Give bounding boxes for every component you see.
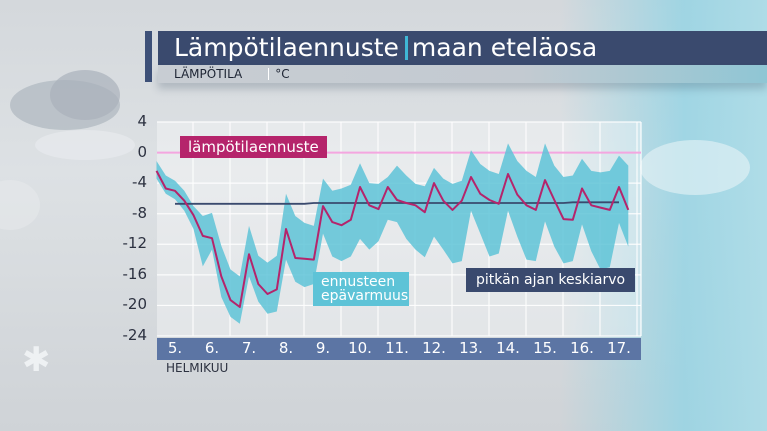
title-separator	[404, 36, 408, 60]
title-main: Lämpötilaennuste	[174, 33, 399, 62]
subtitle-quantity: LÄMPÖTILA	[174, 67, 243, 81]
legend-forecast: lämpötilaennuste	[180, 136, 327, 158]
title-region: maan eteläosa	[411, 33, 598, 62]
y-tick-label: -4	[132, 173, 147, 192]
y-tick-label: -16	[122, 264, 148, 283]
chart-title: Lämpötilaennuste maan eteläosa	[158, 31, 767, 65]
title-accent-block	[145, 31, 152, 82]
y-tick-label: -8	[132, 203, 147, 222]
x-tick-label: 14.	[496, 339, 520, 357]
x-tick-label: 13.	[459, 339, 483, 357]
cloud-decoration	[50, 70, 120, 120]
x-tick-label: 16.	[570, 339, 594, 357]
subtitle-unit: °C	[275, 67, 290, 81]
x-tick-label: 5.	[167, 339, 183, 357]
x-tick-label: 17.	[607, 339, 631, 357]
snowflake-logo-icon: ✱	[22, 340, 51, 380]
y-tick-label: 4	[137, 112, 147, 130]
y-tick-label: -20	[122, 295, 148, 314]
y-tick-label: -12	[122, 234, 148, 253]
x-tick-label: 15.	[533, 339, 557, 357]
x-tick-label: 6.	[204, 339, 220, 357]
forecast-line	[155, 170, 630, 308]
uncertainty-band	[156, 143, 629, 324]
long-term-mean-line	[175, 201, 619, 205]
y-tick-label: 0	[137, 142, 147, 161]
x-tick-label: 10.	[348, 339, 372, 357]
y-tick-label: -24	[122, 326, 148, 344]
x-tick-label: 9.	[315, 339, 331, 357]
chart-subtitle: LÄMPÖTILA °C	[158, 65, 767, 83]
legend-uncertainty: ennusteen epävarmuus	[313, 272, 409, 306]
x-tick-label: 7.	[241, 339, 257, 357]
legend-uncertainty-line1: ennusteen	[321, 274, 396, 290]
x-axis-month-label: HELMIKUU	[166, 361, 229, 375]
legend-long-term-mean: pitkän ajan keskiarvo	[466, 268, 636, 292]
x-tick-label: 11.	[385, 339, 409, 357]
x-tick-label: 8.	[278, 339, 294, 357]
cloud-decoration	[640, 140, 750, 195]
legend-uncertainty-line2: epävarmuus	[321, 288, 409, 304]
x-axis-bar	[157, 338, 641, 360]
cloud-decoration	[35, 130, 135, 160]
x-tick-label: 12.	[422, 339, 446, 357]
subtitle-separator	[268, 68, 270, 80]
